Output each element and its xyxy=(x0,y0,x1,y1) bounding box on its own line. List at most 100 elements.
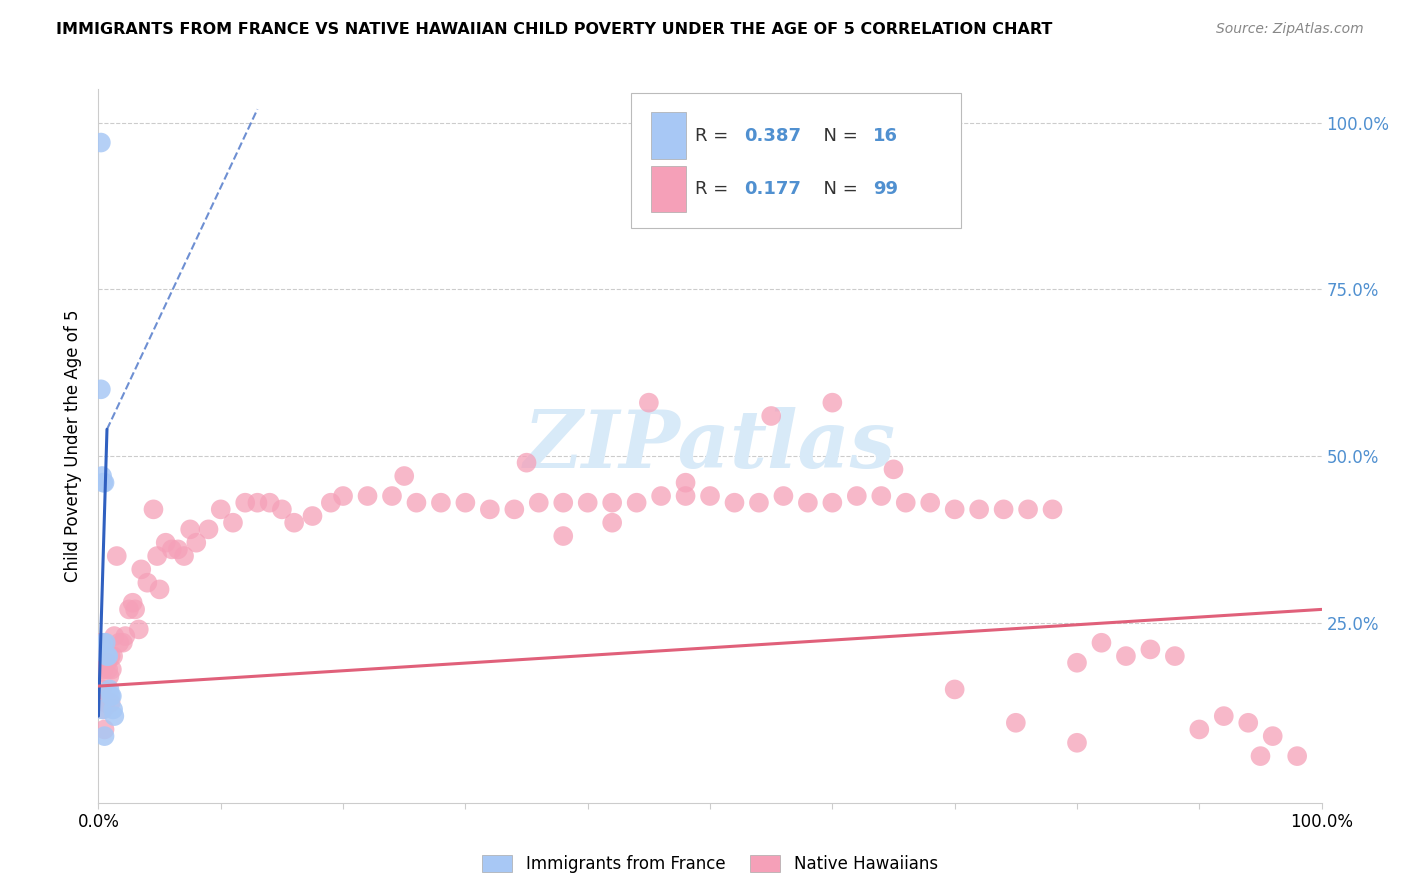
Point xyxy=(761,409,783,423)
Point xyxy=(129,562,152,576)
Point xyxy=(356,489,378,503)
Point xyxy=(1042,502,1064,516)
Point xyxy=(96,656,118,670)
Text: R =: R = xyxy=(696,127,734,145)
Point xyxy=(98,682,121,697)
Point xyxy=(430,496,453,510)
Point xyxy=(319,496,342,510)
Point xyxy=(600,516,623,530)
Text: N =: N = xyxy=(811,127,863,145)
Point xyxy=(179,522,201,536)
Point xyxy=(91,702,114,716)
FancyBboxPatch shape xyxy=(651,112,686,159)
Point xyxy=(1237,715,1260,730)
Point xyxy=(96,649,118,664)
Point xyxy=(600,496,623,510)
Point xyxy=(173,549,195,563)
Point xyxy=(920,496,942,510)
Point xyxy=(209,502,232,516)
Point xyxy=(454,496,477,510)
Text: Source: ZipAtlas.com: Source: ZipAtlas.com xyxy=(1216,22,1364,37)
Point xyxy=(1249,749,1271,764)
Point xyxy=(100,649,122,664)
Point xyxy=(993,502,1015,516)
Point xyxy=(527,496,550,510)
Point xyxy=(136,575,159,590)
Point xyxy=(101,689,124,703)
Point xyxy=(638,395,661,409)
Point xyxy=(90,136,112,150)
Point xyxy=(1004,715,1026,730)
Point xyxy=(1066,656,1088,670)
Point xyxy=(155,535,177,549)
Point xyxy=(301,509,323,524)
Y-axis label: Child Poverty Under the Age of 5: Child Poverty Under the Age of 5 xyxy=(65,310,83,582)
Point xyxy=(222,516,245,530)
Point xyxy=(332,489,354,503)
Point xyxy=(259,496,281,510)
Point xyxy=(197,522,219,536)
Point xyxy=(103,629,125,643)
Point xyxy=(90,382,112,396)
Point xyxy=(93,723,115,737)
Point xyxy=(943,502,966,516)
Point xyxy=(1212,709,1234,723)
Point xyxy=(94,636,117,650)
Point xyxy=(626,496,648,510)
Point xyxy=(392,469,416,483)
Point xyxy=(91,636,114,650)
Point xyxy=(124,602,146,616)
FancyBboxPatch shape xyxy=(651,166,686,212)
Point xyxy=(91,702,114,716)
Point xyxy=(821,395,844,409)
Point xyxy=(101,662,124,676)
Point xyxy=(967,502,990,516)
Point xyxy=(160,542,183,557)
Point xyxy=(94,696,117,710)
Text: IMMIGRANTS FROM FRANCE VS NATIVE HAWAIIAN CHILD POVERTY UNDER THE AGE OF 5 CORRE: IMMIGRANTS FROM FRANCE VS NATIVE HAWAIIA… xyxy=(56,22,1053,37)
Point xyxy=(108,636,131,650)
Point xyxy=(797,496,820,510)
Point xyxy=(1139,642,1161,657)
Text: R =: R = xyxy=(696,180,734,198)
Point xyxy=(98,669,121,683)
Point xyxy=(233,496,256,510)
Point xyxy=(553,496,575,510)
Point xyxy=(699,489,721,503)
Point xyxy=(515,456,537,470)
Point xyxy=(381,489,404,503)
Point xyxy=(1164,649,1187,664)
Point xyxy=(1066,736,1088,750)
Point xyxy=(576,496,599,510)
Point xyxy=(91,469,114,483)
Point xyxy=(100,696,122,710)
Point xyxy=(1261,729,1284,743)
Point xyxy=(675,475,697,490)
Point xyxy=(246,496,269,510)
Point xyxy=(723,496,745,510)
Point xyxy=(1286,749,1309,764)
Point xyxy=(142,502,165,516)
Text: 0.177: 0.177 xyxy=(744,180,801,198)
Point xyxy=(97,662,120,676)
Point xyxy=(90,636,112,650)
Point xyxy=(149,582,172,597)
Point xyxy=(94,649,117,664)
Text: 0.387: 0.387 xyxy=(744,127,801,145)
Point xyxy=(894,496,917,510)
Text: N =: N = xyxy=(811,180,863,198)
Text: 99: 99 xyxy=(873,180,897,198)
Point xyxy=(91,656,114,670)
Point xyxy=(91,682,114,697)
Point xyxy=(870,489,893,503)
Point xyxy=(101,649,124,664)
Point xyxy=(283,516,305,530)
Point xyxy=(101,702,124,716)
Point xyxy=(100,689,122,703)
Point xyxy=(405,496,427,510)
Point xyxy=(91,662,114,676)
Point xyxy=(105,549,128,563)
Point xyxy=(167,542,190,557)
Point xyxy=(121,596,143,610)
FancyBboxPatch shape xyxy=(630,93,960,228)
